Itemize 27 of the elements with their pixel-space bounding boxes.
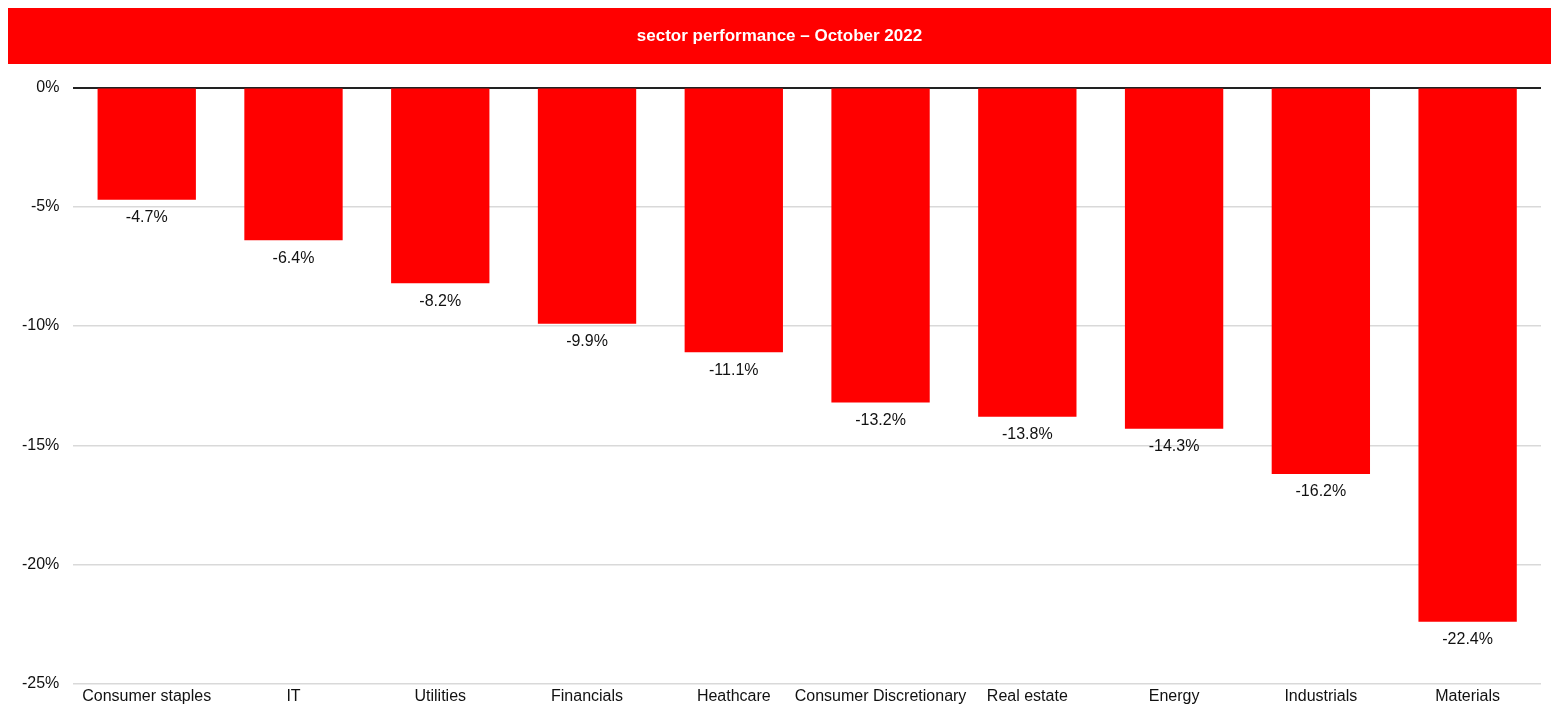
- x-tick-label: Energy: [1148, 686, 1200, 704]
- y-tick-label: -5%: [30, 197, 60, 215]
- x-tick-label: Consumer Discretionary: [794, 686, 967, 704]
- y-tick-label: -10%: [21, 316, 60, 334]
- x-tick-label: Consumer staples: [82, 686, 212, 704]
- x-tick-label: IT: [286, 686, 301, 704]
- y-tick-label: -20%: [21, 554, 60, 572]
- data-label: -11.1%: [709, 360, 759, 378]
- x-tick-label: Real estate: [986, 686, 1068, 704]
- data-label: -14.3%: [1148, 437, 1200, 455]
- x-tick-label: Industrials: [1284, 686, 1358, 704]
- data-label: -6.4%: [272, 248, 315, 266]
- data-label: -4.7%: [125, 208, 168, 226]
- data-label: -13.8%: [1001, 425, 1053, 443]
- y-tick-label: -15%: [21, 435, 60, 453]
- x-tick-label: Heathcare: [696, 686, 771, 704]
- x-tick-label: Financials: [551, 686, 624, 704]
- y-tick-label: 0%: [36, 78, 60, 96]
- x-tick-label: Utilities: [414, 686, 467, 704]
- y-tick-label: -25%: [21, 674, 60, 692]
- data-label: -13.2%: [855, 410, 906, 428]
- data-label: -22.4%: [1442, 630, 1493, 648]
- data-label: -16.2%: [1295, 482, 1347, 500]
- x-tick-label: Materials: [1435, 686, 1501, 704]
- data-label: -9.9%: [566, 332, 608, 350]
- chart-title: sector performance – October 2022: [8, 8, 1551, 64]
- data-label: -8.2%: [419, 291, 462, 309]
